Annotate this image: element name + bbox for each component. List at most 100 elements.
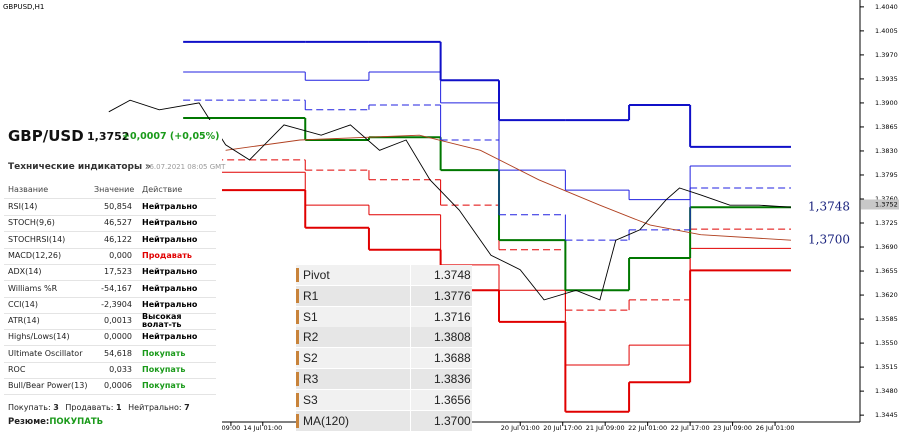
pivot-label: S2 [303, 351, 318, 366]
row-marker [296, 413, 299, 428]
indicator-row: STOCHRSI(14) 46,122 Нейтрально [4, 232, 216, 249]
indicator-name: RSI(14) [8, 202, 38, 211]
pivot-row: R2 1.3808 [296, 327, 472, 349]
indicator-name: CCI(14) [8, 299, 38, 309]
column-divider [410, 389, 411, 410]
indicator-name: STOCHRSI(14) [8, 234, 66, 244]
price: 1,3752 [87, 130, 130, 143]
indicator-name: Bull/Bear Power(13) [8, 381, 88, 391]
indicator-value: -54,167 [101, 283, 132, 293]
row-marker [296, 372, 299, 386]
level-annotation: 1,3700 [808, 233, 850, 247]
pivot-row: MA(120) 1.3700 [296, 410, 472, 432]
column-divider [410, 410, 411, 431]
level-annotation: 1,3748 [808, 200, 850, 214]
price-tag [861, 199, 899, 210]
indicator-row: MACD(12,26) 0,000 Продавать [4, 248, 216, 265]
neutral-label: Нейтрально: [128, 403, 182, 412]
indicator-value: 0,000 [109, 250, 132, 260]
indicator-name: STOCH(9,6) [8, 218, 55, 228]
row-marker [296, 288, 299, 303]
y-tick-label: 1.3690 [875, 243, 898, 251]
section-title: Технические индикаторы » [8, 162, 152, 172]
pivot-row: R1 1.3776 [296, 285, 472, 307]
x-tick-label: 22 Jul 17:00 [671, 424, 710, 432]
x-tick-label: 26 Jul 01:00 [756, 424, 795, 432]
result: ПОКУПАТЬ [49, 417, 104, 427]
symbol: GBP/USD [8, 127, 84, 145]
column-divider [410, 285, 411, 306]
column-divider [410, 369, 411, 389]
pivot-value: 1.3836 [434, 372, 471, 386]
column-header: Название [8, 185, 49, 194]
column-divider [410, 306, 411, 327]
buy-label: Покупать: [8, 403, 51, 412]
row-marker [296, 309, 299, 324]
row-marker [296, 330, 299, 345]
result-label: Резюме: [8, 417, 50, 427]
series-line [225, 134, 792, 241]
row-marker [296, 351, 299, 366]
indicator-name: Highs/Lows(14) [8, 332, 70, 342]
indicator-row: Williams %R -54,167 Нейтрально [4, 281, 216, 298]
indicator-value: 17,523 [104, 267, 132, 277]
y-tick-label: 1.3935 [875, 75, 898, 83]
pivot-row: R3 1.3836 [296, 369, 472, 390]
x-tick-label: 20 Jul 01:00 [501, 424, 540, 432]
column-divider [410, 265, 411, 285]
indicator-action: Продавать [142, 250, 192, 260]
y-tick-label: 1.4040 [875, 3, 898, 11]
change: +0,0007 (+0,05%) [122, 131, 220, 142]
x-tick-label: 09:00 [222, 424, 241, 432]
pivot-label: R1 [303, 288, 319, 303]
indicator-value: 46,122 [104, 234, 132, 244]
pivot-label: R3 [303, 372, 319, 386]
y-tick-label: 1.3480 [875, 387, 898, 395]
indicator-action: Нейтрально [142, 332, 198, 342]
pivot-row: S2 1.3688 [296, 348, 472, 370]
indicator-value: 0,0013 [104, 316, 132, 326]
indicator-value: 0,0000 [104, 332, 132, 342]
table-header: Название Значение Действие [4, 182, 216, 199]
timestamp: 26.07.2021 08:05 GMT [145, 163, 226, 171]
pivot-value: 1.3688 [434, 351, 471, 366]
row-marker [296, 268, 299, 282]
indicator-panel: GBP/USD 1,3752 +0,0007 (+0,05%) Техничес… [0, 120, 226, 432]
y-tick-label: 1.3655 [875, 267, 898, 275]
indicator-action: Нейтрально [142, 283, 198, 293]
series-line [108, 99, 792, 301]
chart-title: GBPUSD,H1 [3, 3, 44, 11]
y-tick-label: 1.3585 [875, 315, 898, 323]
column-divider [410, 348, 411, 369]
x-tick-label: 20 Jul 17:00 [543, 424, 582, 432]
x-tick-label: 21 Jul 09:00 [586, 424, 625, 432]
pivot-value: 1.3656 [434, 392, 471, 407]
pivot-value: 1.3808 [434, 330, 471, 345]
y-tick-label: 1.3445 [875, 411, 898, 419]
indicator-name: Williams %R [8, 283, 58, 293]
sell-label: Продавать: [65, 403, 114, 412]
price-tag-label: 1.3752 [875, 200, 898, 208]
indicator-action: Нейтрально [142, 218, 198, 228]
indicator-value: 0,033 [109, 365, 132, 374]
indicator-name: MACD(12,26) [8, 250, 62, 260]
indicator-name: ROC [8, 365, 26, 374]
y-tick-label: 1.3550 [875, 339, 898, 347]
y-tick-label: 1.3760 [875, 195, 898, 203]
indicator-name: Ultimate Oscillator [8, 348, 83, 358]
pivot-value: 1.3700 [434, 413, 471, 428]
indicator-row: ADX(14) 17,523 Нейтрально [4, 264, 216, 282]
buy-count: 3 [53, 403, 59, 412]
indicator-name: ATR(14) [8, 316, 40, 326]
y-tick-label: 1.3725 [875, 219, 898, 227]
indicator-action: Покупать [142, 381, 186, 391]
indicator-action: Нейтрально [142, 267, 198, 277]
pivot-label: Pivot [303, 268, 330, 282]
y-tick-label: 1.3970 [875, 51, 898, 59]
x-tick-label: 23 Jul 09:00 [713, 424, 752, 432]
indicator-action: Нейтрально [142, 299, 198, 309]
pivot-row: S1 1.3716 [296, 306, 472, 328]
x-tick-label: 14 Jul 01:00 [243, 424, 282, 432]
pivot-label: R2 [303, 330, 319, 345]
